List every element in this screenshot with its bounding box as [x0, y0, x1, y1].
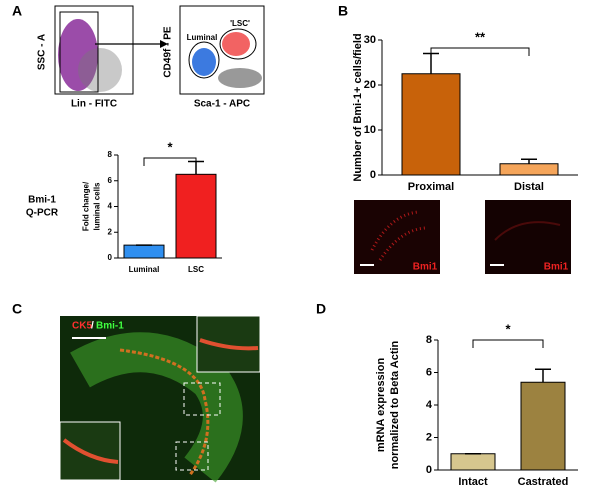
- y-axis-label: Number of Bmi-1+ cells/field: [352, 33, 364, 181]
- axis-label: CD49f - PE: [163, 26, 174, 77]
- axis-label: Lin - FITC: [71, 99, 117, 110]
- y-tick-label: 2: [108, 227, 113, 236]
- y-tick-label: 6: [108, 176, 113, 185]
- scale-bar: [490, 264, 504, 266]
- axis-label: Sca-1 - APC: [194, 99, 250, 110]
- y-tick-label: 8: [426, 334, 432, 346]
- micrograph: [354, 200, 440, 274]
- bar: [175, 173, 217, 259]
- significance-label: **: [475, 29, 486, 44]
- y-tick-label: 8: [108, 150, 113, 159]
- bar: [123, 244, 165, 259]
- x-tick-label: LSC: [188, 265, 204, 274]
- y-axis-label: luminal cells: [93, 182, 102, 231]
- error-bar: [535, 368, 551, 383]
- gate-label: 'LSC': [230, 19, 250, 28]
- significance-bracket: [143, 157, 197, 166]
- y-tick-label: 20: [364, 79, 376, 91]
- stain-label: CK5: [72, 321, 92, 332]
- y-tick-label: 0: [370, 169, 376, 181]
- panel-label: B: [338, 3, 348, 19]
- arrow-head: [160, 40, 168, 48]
- stain-label: Bmi-1: [96, 321, 124, 332]
- side-label: Q-PCR: [26, 208, 59, 219]
- micrograph: [59, 315, 261, 483]
- gate-label: Luminal: [187, 33, 218, 42]
- y-tick-label: 4: [426, 399, 433, 411]
- panel-label: C: [12, 301, 22, 317]
- significance-label: *: [167, 139, 173, 154]
- y-axis-label: normalized to Beta Actin: [389, 340, 401, 469]
- flow-plot: [54, 5, 134, 95]
- x-tick-label: Luminal: [129, 265, 160, 274]
- x-tick-label: Distal: [514, 181, 544, 193]
- x-tick-label: Castrated: [518, 476, 569, 488]
- panel-label: D: [316, 301, 326, 317]
- stain-label: Bmi1: [544, 262, 569, 273]
- x-tick-label: Proximal: [408, 181, 454, 193]
- flow-plot: [179, 5, 265, 95]
- stain-separator: /: [91, 321, 94, 332]
- bar: [450, 453, 496, 471]
- error-bar: [423, 52, 439, 74]
- bar: [520, 381, 566, 471]
- side-label: Bmi-1: [28, 195, 56, 206]
- bar: [401, 73, 461, 176]
- y-tick-label: 0: [426, 464, 432, 476]
- y-tick-label: 0: [108, 253, 113, 262]
- panel-label: A: [12, 3, 22, 19]
- y-axis-label: Fold change/: [82, 181, 91, 231]
- stain-label: Bmi1: [413, 262, 438, 273]
- bar: [499, 163, 559, 176]
- y-axis-label: mRNA expression: [375, 358, 387, 453]
- significance-bracket: [472, 339, 544, 348]
- significance-label: *: [505, 321, 511, 336]
- significance-bracket: [430, 47, 530, 56]
- y-tick-label: 4: [108, 202, 113, 211]
- y-tick-label: 10: [364, 124, 376, 136]
- x-tick-label: Intact: [458, 476, 488, 488]
- scale-bar: [360, 264, 374, 266]
- stain: [370, 210, 426, 261]
- axis-label: SSC - A: [37, 34, 48, 70]
- y-tick-label: 2: [426, 431, 432, 443]
- error-bar: [521, 158, 537, 164]
- stain: [494, 221, 561, 241]
- y-tick-label: 6: [426, 366, 432, 378]
- y-tick-label: 30: [364, 34, 376, 46]
